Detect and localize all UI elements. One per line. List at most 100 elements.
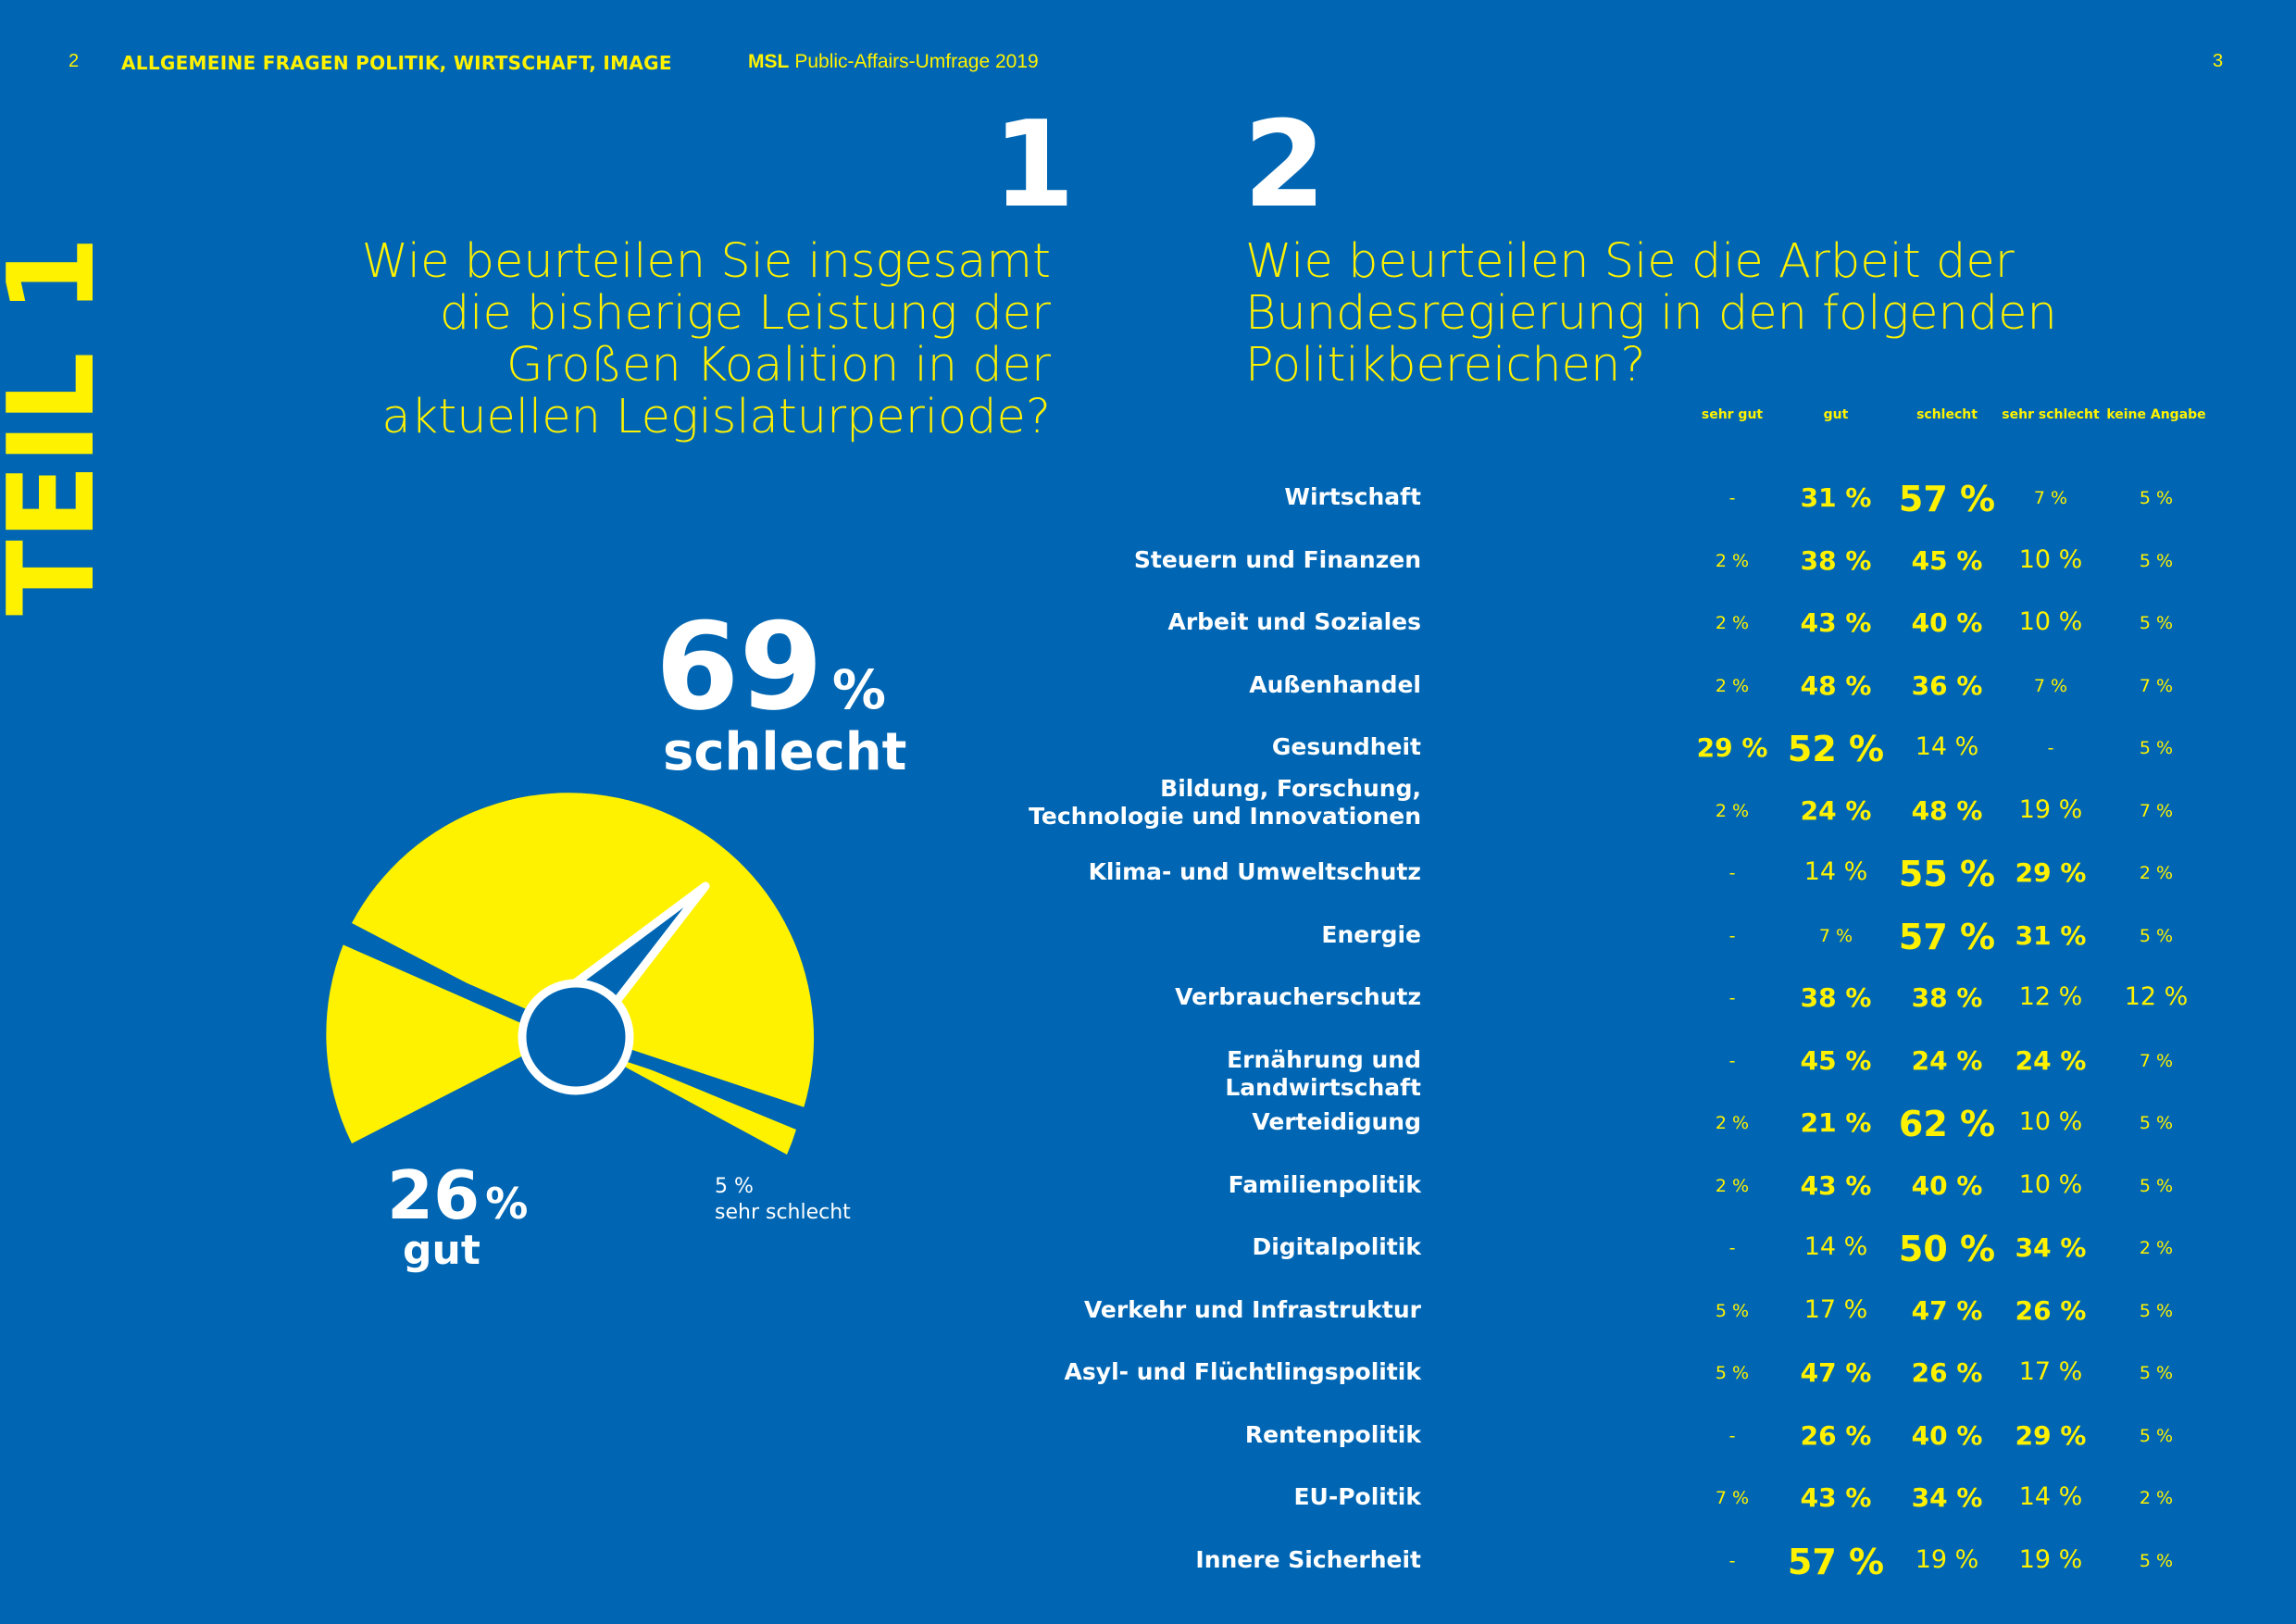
part-label-text: TEIL 1: [0, 236, 93, 616]
row-label: Energie: [1321, 921, 1421, 948]
table-row: Klima- und Umweltschutz - 14 % 55 % 29 % 2 %: [1089, 844, 2222, 900]
column-header: schlecht: [1916, 407, 1978, 422]
table-cell: 5 %: [1715, 1363, 1750, 1383]
row-label: Steuern und Finanzen: [1133, 546, 1421, 573]
table-row: Außenhandel 2 % 48 % 36 % 7 % 7 %: [1241, 657, 2222, 713]
question-number-1: 1: [992, 96, 1076, 234]
row-label: Verteidigung: [1252, 1108, 1421, 1135]
gut-label: gut: [403, 1227, 480, 1274]
table-row: Bildung, Forschung, Technologie und Inno…: [1029, 775, 2222, 838]
table-cell: 40 %: [1911, 1170, 1983, 1201]
table-cell: -: [1728, 1238, 1736, 1258]
table-row: Arbeit und Soziales 2 % 43 % 40 % 10 % 5 %: [1167, 594, 2222, 650]
table-cell: 10 %: [2018, 1170, 2083, 1199]
table-row: Wirtschaft - 31 % 57 % 7 % 5 %: [1241, 469, 2222, 525]
table-cell: 57 %: [1787, 1542, 1885, 1582]
table-cell: 43 %: [1800, 1170, 1872, 1201]
table-cell: 14 %: [1803, 1232, 1868, 1261]
table-cell: 48 %: [1800, 670, 1872, 701]
table-cell: 2 %: [1715, 613, 1750, 633]
table-cell: 5 %: [2139, 613, 2174, 633]
table-cell: -: [1728, 1426, 1736, 1446]
table-cell: 5 %: [2139, 1363, 2174, 1383]
table-cell: 7 %: [2139, 801, 2174, 821]
table-cell: 29 %: [1696, 732, 1768, 763]
table-cell: 45 %: [1800, 1045, 1872, 1076]
row-label: Verbraucherschutz: [1175, 983, 1421, 1010]
gauge-chart: [326, 793, 817, 1155]
schlecht-label: schlecht: [663, 722, 907, 782]
page-number-right: 3: [2213, 51, 2224, 71]
table-cell: 14 %: [1803, 857, 1868, 886]
table-cell: -: [1728, 988, 1736, 1008]
table-cell: 10 %: [2018, 607, 2083, 636]
table-cell: 21 %: [1800, 1107, 1872, 1138]
table-cell: 31 %: [2015, 920, 2087, 951]
table-cell: 7 %: [2139, 676, 2174, 696]
table-cell: 26 %: [1800, 1420, 1872, 1451]
table-cell: 2 %: [2139, 1488, 2174, 1508]
table-cell: 2 %: [1715, 551, 1750, 571]
table-cell: 26 %: [2015, 1295, 2087, 1326]
table-row: Gesundheit 29 % 52 % 14 % - 5 %: [1241, 719, 2222, 775]
row-label: Klima- und Umweltschutz: [1088, 858, 1421, 885]
percent-sign: %: [831, 658, 887, 721]
table-cell: 5 %: [2139, 1551, 2174, 1571]
row-label: Familienpolitik: [1228, 1171, 1421, 1198]
column-header: sehr schlecht: [2002, 407, 2100, 422]
table-cell: 10 %: [2018, 1107, 2083, 1136]
table-cell: 12 %: [2018, 982, 2083, 1011]
table-cell: 19 %: [1915, 1545, 1979, 1574]
table-cell: 2 %: [2139, 1238, 2174, 1258]
table-cell: 10 %: [2018, 545, 2083, 574]
table-cell: 24 %: [1911, 1045, 1983, 1076]
table-row: Ernährung und Landwirtschaft - 45 % 24 % 24 …: [1225, 1032, 2222, 1101]
table-row: Verteidigung 2 % 21 % 62 % 10 % 5 %: [1241, 1094, 2222, 1150]
table-cell: -: [1728, 926, 1736, 946]
table-cell: 2 %: [1715, 801, 1750, 821]
table-cell: 34 %: [2015, 1232, 2087, 1263]
column-header: keine Angabe: [2106, 407, 2206, 422]
row-label: Verkehr und Infrastruktur: [1083, 1296, 1421, 1323]
row-label: Ernährung und Landwirtschaft: [1225, 1046, 1421, 1101]
table-cell: 12 %: [2124, 982, 2189, 1011]
table-cell: 5 %: [1715, 1301, 1750, 1321]
table-cell: 14 %: [1915, 732, 1979, 761]
row-label: Bildung, Forschung, Technologie und Inno…: [1029, 775, 1421, 830]
table-row: EU-Politik 7 % 43 % 34 % 14 % 2 %: [1241, 1469, 2222, 1525]
table-cell: 5 %: [2139, 1176, 2174, 1196]
table-row: Rentenpolitik - 26 % 40 % 29 % 5 %: [1241, 1407, 2222, 1463]
table-cell: 14 %: [2018, 1482, 2083, 1511]
table-row: Energie - 7 % 57 % 31 % 5 %: [1241, 907, 2222, 963]
table-cell: 2 %: [1715, 1176, 1750, 1196]
table-row: Steuern und Finanzen 2 % 38 % 45 % 10 % 5 %: [1134, 532, 2222, 588]
row-label: Gesundheit: [1271, 733, 1421, 760]
table-cell: 5 %: [2139, 1426, 2174, 1446]
table-cell: 7 %: [2033, 676, 2068, 696]
table-row: Digitalpolitik - 14 % 50 % 34 % 2 %: [1241, 1219, 2222, 1275]
schlecht-number: 69: [655, 596, 823, 737]
table-cell: 5 %: [2139, 1113, 2174, 1133]
row-label: Außenhandel: [1249, 671, 1421, 698]
table-cell: 24 %: [1800, 795, 1872, 826]
table-cell: 38 %: [1911, 982, 1983, 1013]
table-cell: 38 %: [1800, 982, 1872, 1013]
table-cell: 7 %: [1715, 1488, 1750, 1508]
table-row: Asyl- und Flüchtlingspolitik 5 % 47 % 26 % 1…: [1065, 1344, 2222, 1400]
table-cell: 17 %: [1803, 1295, 1868, 1324]
row-label: Innere Sicherheit: [1195, 1546, 1421, 1573]
table-cell: 24 %: [2015, 1045, 2087, 1076]
table-cell: 40 %: [1911, 607, 1983, 638]
sehr-schlecht-annotation: 5 % sehr schlecht: [715, 1174, 851, 1226]
page-number-left: 2: [69, 51, 80, 71]
table-cell: 47 %: [1911, 1295, 1983, 1326]
row-label: Rentenpolitik: [1244, 1421, 1421, 1448]
table-cell: 43 %: [1800, 607, 1872, 638]
table-cell: 45 %: [1911, 545, 1983, 576]
table-cell: 2 %: [1715, 676, 1750, 696]
table-cell: 43 %: [1800, 1482, 1872, 1513]
table-cell: 31 %: [1800, 482, 1872, 513]
table-cell: 5 %: [2139, 926, 2174, 946]
table-cell: 34 %: [1911, 1482, 1983, 1513]
table-cell: -: [1728, 863, 1736, 883]
